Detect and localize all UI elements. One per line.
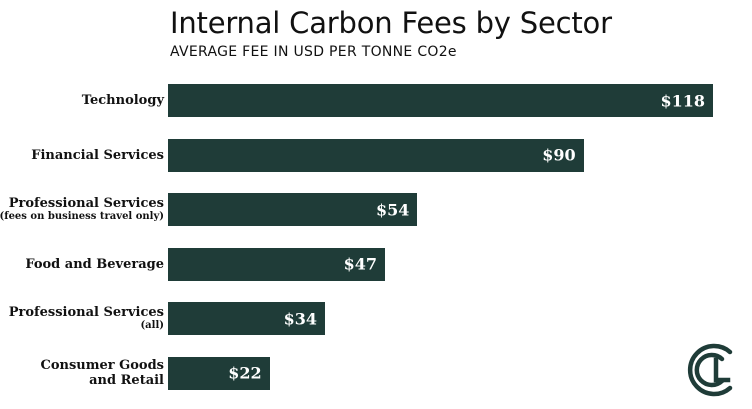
- bar-value-label: $54: [376, 200, 410, 219]
- category-label-line2: (all): [140, 320, 164, 331]
- category-label-line1: Food and Beverage: [25, 256, 164, 272]
- category-label-line1: Professional Services: [8, 196, 164, 211]
- bar: $90: [168, 138, 584, 172]
- category-label-line1: Technology: [81, 93, 164, 108]
- bar: $118: [168, 84, 713, 117]
- category-label-line1: Professional Services: [8, 305, 164, 320]
- bar: $34: [168, 302, 326, 335]
- chart-subtitle: AVERAGE FEE IN USD PER TONNE CO2e: [170, 44, 457, 60]
- bar-value-label: $22: [228, 363, 262, 383]
- category-label-line1: Consumer Goods: [40, 358, 165, 373]
- bar: $54: [168, 193, 418, 226]
- category-label: Food and Beverage: [0, 257, 164, 272]
- bar-value-label: $34: [283, 309, 318, 328]
- category-label-line2: and Retail: [89, 373, 164, 388]
- category-label-line1: Financial Services: [31, 147, 164, 163]
- cl-logo-icon: [687, 343, 733, 397]
- category-label-line2: (fees on business travel only): [0, 211, 164, 222]
- bar: $22: [168, 356, 270, 390]
- chart-title: Internal Carbon Fees by Sector: [170, 6, 612, 40]
- category-label: Professional Services (fees on business t…: [0, 196, 164, 223]
- category-label: Financial Services: [0, 148, 164, 163]
- bar: $47: [168, 247, 386, 281]
- bar-value-label: $47: [343, 254, 378, 274]
- bar-value-label: $118: [660, 91, 705, 110]
- category-label: Technology: [0, 93, 164, 108]
- category-label: Consumer Goods and Retail: [0, 358, 165, 388]
- category-label: Professional Services (all): [0, 305, 164, 332]
- bar-value-label: $90: [542, 145, 576, 165]
